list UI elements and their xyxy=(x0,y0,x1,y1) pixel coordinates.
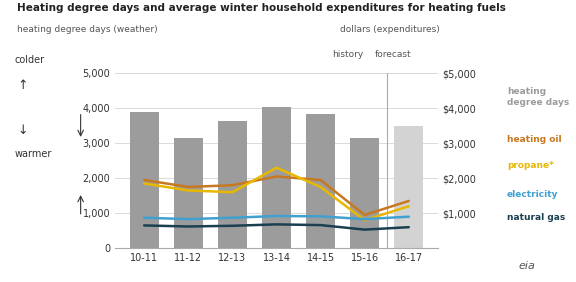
Bar xyxy=(130,112,158,248)
Text: electricity: electricity xyxy=(507,190,558,199)
Bar xyxy=(218,120,247,248)
Text: heating degree days (weather): heating degree days (weather) xyxy=(17,25,158,34)
Bar xyxy=(174,138,203,248)
Text: ↑: ↑ xyxy=(17,79,28,92)
Bar xyxy=(306,114,335,248)
Text: dollars (expenditures): dollars (expenditures) xyxy=(340,25,439,34)
Bar xyxy=(262,107,291,248)
Text: heating oil: heating oil xyxy=(507,135,562,144)
Text: propane*: propane* xyxy=(507,161,554,170)
Bar xyxy=(395,126,423,248)
Text: warmer: warmer xyxy=(14,149,52,159)
Text: history: history xyxy=(332,50,363,59)
Text: natural gas: natural gas xyxy=(507,213,565,222)
Text: ↓: ↓ xyxy=(17,124,28,137)
Text: colder: colder xyxy=(14,55,44,65)
Text: Heating degree days and average winter household expenditures for heating fuels: Heating degree days and average winter h… xyxy=(17,3,506,13)
Text: heating
degree days: heating degree days xyxy=(507,87,569,107)
Bar xyxy=(350,138,379,248)
Text: eia: eia xyxy=(519,261,536,271)
Text: forecast: forecast xyxy=(374,50,411,59)
